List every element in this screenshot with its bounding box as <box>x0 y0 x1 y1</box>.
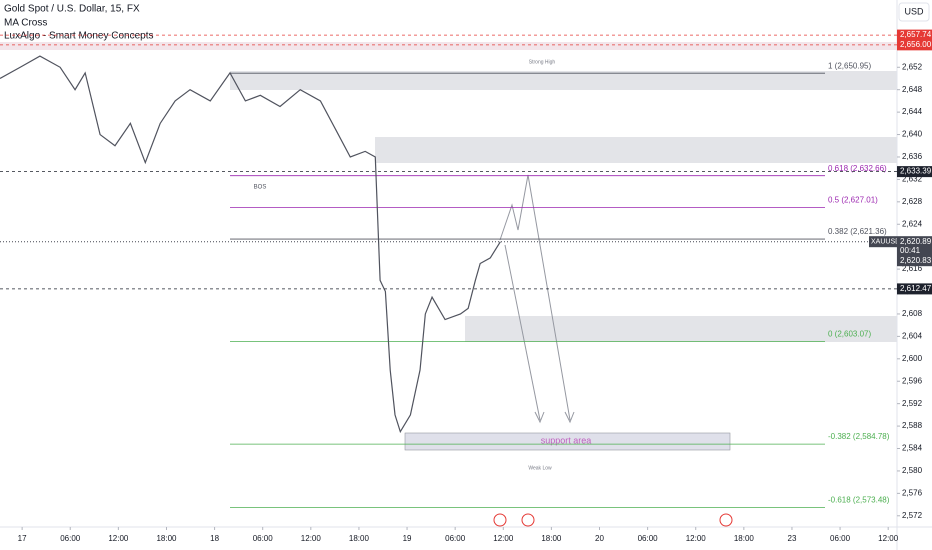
x-tick-label: 12:00 <box>493 534 514 543</box>
event-icon[interactable] <box>493 513 507 527</box>
event-icon[interactable] <box>719 513 733 527</box>
price-badge <box>897 29 932 41</box>
y-tick-label: 2,640 <box>902 130 923 139</box>
indicator[interactable]: MA Cross <box>4 18 47 29</box>
price-badge <box>897 166 932 178</box>
projection <box>499 174 575 424</box>
y-tick-label: 2,576 <box>902 488 923 497</box>
annotation: support area <box>541 435 592 445</box>
y-tick-label: 2,580 <box>902 466 923 475</box>
countdown: 00:41 <box>900 246 921 255</box>
x-tick-label: 18:00 <box>349 534 370 543</box>
symbol-badge <box>869 236 897 248</box>
y-tick-label: 2,644 <box>902 107 923 116</box>
x-tick-label: 18:00 <box>734 534 755 543</box>
y-tick-label: 2,596 <box>902 376 923 385</box>
annotation: BOS <box>254 185 267 191</box>
y-tick-label: 2,652 <box>902 62 923 71</box>
annotation: Weak Low <box>528 465 552 471</box>
zone <box>230 71 897 90</box>
fib-label: 1 (2,650.95) <box>828 61 871 70</box>
fib-label: 0.5 (2,627.01) <box>828 195 878 204</box>
y-tick-label: 2,600 <box>902 354 923 363</box>
event-icon[interactable] <box>521 513 535 527</box>
x-tick-label: 06:00 <box>445 534 466 543</box>
x-tick-label: 12:00 <box>878 534 899 543</box>
fib-label: -0.382 (2,584.78) <box>828 432 890 441</box>
x-tick-label: 12:00 <box>108 534 129 543</box>
x-tick-label: 12:00 <box>301 534 322 543</box>
x-tick-label: 06:00 <box>60 534 81 543</box>
indicator[interactable]: LuxAlgo - Smart Money Concepts <box>4 31 154 42</box>
x-tick-label: 19 <box>403 534 412 543</box>
fib-label: -0.618 (2,573.48) <box>828 496 890 505</box>
arrow-head <box>534 411 545 424</box>
price-badge-label: 2,633.39 <box>900 167 932 176</box>
zones <box>0 42 897 451</box>
y-tick-label: 2,608 <box>902 309 923 318</box>
y-tick-label: 2,624 <box>902 219 923 228</box>
price-badge <box>897 283 932 295</box>
price-badge-label: 2,656.00 <box>900 40 932 49</box>
projection-arrow <box>499 174 571 421</box>
price-badge-label: 2,657.74 <box>900 30 932 39</box>
bid-price: 2,620.83 <box>900 256 932 265</box>
current-badge <box>897 236 932 267</box>
arrow-head <box>564 411 575 424</box>
x-tick-label: 23 <box>788 534 797 543</box>
zone <box>0 42 897 50</box>
currency[interactable]: USD <box>904 6 924 16</box>
support-zone <box>404 432 731 451</box>
x-tick-label: 20 <box>595 534 604 543</box>
y-tick-label: 2,632 <box>902 175 923 184</box>
annotation: Strong High <box>529 59 556 65</box>
price-line <box>0 55 501 434</box>
title: Gold Spot / U.S. Dollar, 15, FX <box>4 4 140 15</box>
price-badge-label: 2,612.47 <box>900 284 932 293</box>
x-tick-label: 18 <box>210 534 219 543</box>
fib-label: 0 (2,603.07) <box>828 330 871 339</box>
zone <box>465 316 897 342</box>
y-tick-label: 2,572 <box>902 511 923 520</box>
y-tick-label: 2,604 <box>902 331 923 340</box>
projection-arrow <box>504 244 541 421</box>
current-price: 2,620.89 <box>900 237 932 246</box>
y-tick-label: 2,628 <box>902 197 923 206</box>
fib-label: 0.618 (2,632.66) <box>828 164 887 173</box>
x-tick-label: 12:00 <box>686 534 707 543</box>
icons <box>493 513 733 527</box>
x-tick-label: 17 <box>18 534 27 543</box>
y-tick-label: 2,588 <box>902 421 923 430</box>
y-tick-label: 2,584 <box>902 444 923 453</box>
currency-button[interactable] <box>898 2 930 22</box>
x-tick-label: 18:00 <box>541 534 562 543</box>
y-tick-label: 2,636 <box>902 152 923 161</box>
fib-label: 0.382 (2,621.36) <box>828 227 887 236</box>
y-tick-label: 2,648 <box>902 85 923 94</box>
symbol-label: XAUUSD <box>871 239 900 246</box>
x-tick-label: 06:00 <box>830 534 851 543</box>
zone <box>375 137 897 163</box>
y-tick-label: 2,616 <box>902 264 923 273</box>
price-badge <box>897 39 932 51</box>
x-tick-label: 18:00 <box>156 534 177 543</box>
y-tick-label: 2,592 <box>902 399 923 408</box>
x-tick-label: 06:00 <box>253 534 274 543</box>
x-tick-label: 06:00 <box>638 534 659 543</box>
